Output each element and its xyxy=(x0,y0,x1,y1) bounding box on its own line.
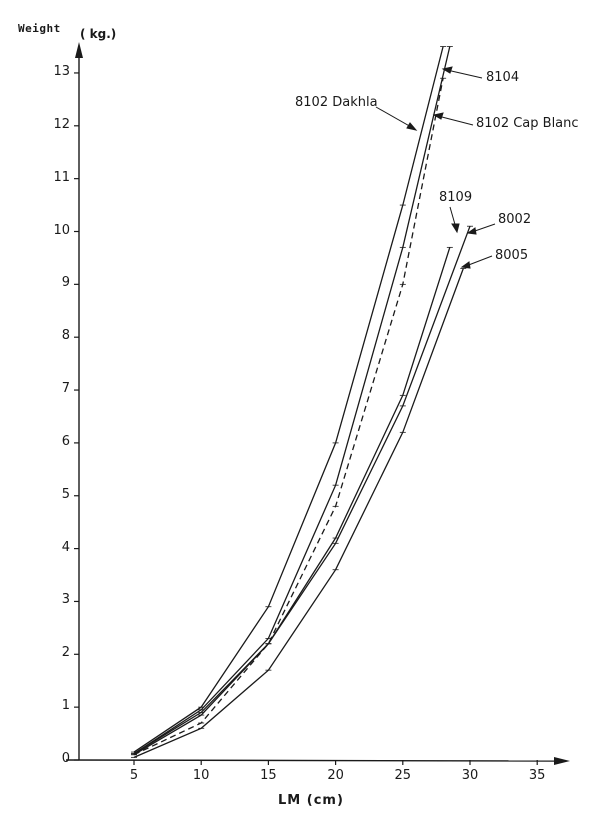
y-tick-label: 11 xyxy=(53,169,70,185)
x-axis-arrow-icon xyxy=(554,757,570,765)
series-8109 xyxy=(133,247,451,755)
x-tick-label: 20 xyxy=(327,768,344,783)
x-tick-label: 15 xyxy=(260,768,277,783)
y-tick-label: 7 xyxy=(61,381,70,397)
x-tick-label: 25 xyxy=(394,768,412,783)
legend-8005: 8005 xyxy=(495,248,529,263)
legend-8002: 8002 xyxy=(498,212,532,227)
legend-8102-dakhla: 8102 Dakhla xyxy=(295,95,378,110)
series-lines xyxy=(131,46,473,758)
y-axis-unit: ( kg.) xyxy=(80,27,117,41)
x-tick-label: 35 xyxy=(528,768,546,783)
y-tick-label: 6 xyxy=(61,433,70,449)
y-tick-label: 3 xyxy=(61,592,70,608)
y-tick-label: 2 xyxy=(61,645,70,661)
series-8005 xyxy=(133,268,464,758)
series-8002 xyxy=(133,225,471,756)
legend-8102-cap-blanc: 8102 Cap Blanc xyxy=(476,116,579,131)
legend-8104: 8104 xyxy=(486,70,520,85)
series-8104 xyxy=(133,46,451,755)
y-tick-label: 1 xyxy=(61,698,70,714)
y-tick-label: 5 xyxy=(61,486,70,502)
y-tick-label: 0 xyxy=(61,751,70,766)
y-tick-label: 4 xyxy=(61,539,70,555)
y-tick-label: 8 xyxy=(61,328,70,344)
x-axis-label: LM (cm) xyxy=(278,793,344,808)
series-8102-cap-blanc xyxy=(133,78,444,756)
x-tick-label: 30 xyxy=(461,768,479,783)
y-tick-label: 10 xyxy=(53,222,70,238)
axis-ticks xyxy=(74,72,538,765)
annotation-arrows xyxy=(375,66,496,269)
y-tick-label: 12 xyxy=(53,116,70,132)
y-tick-label: 9 xyxy=(61,275,70,291)
x-tick-label: 5 xyxy=(129,768,139,783)
y-axis-arrow-icon xyxy=(75,42,83,58)
y-axis xyxy=(75,42,83,760)
x-axis xyxy=(65,757,570,765)
x-tick-label: 10 xyxy=(192,768,210,783)
y-tick-label: 13 xyxy=(53,63,70,79)
y-axis-label: Weight xyxy=(18,22,61,35)
series-8102-dakhla xyxy=(133,46,444,753)
legend-8109: 8109 xyxy=(439,190,473,205)
